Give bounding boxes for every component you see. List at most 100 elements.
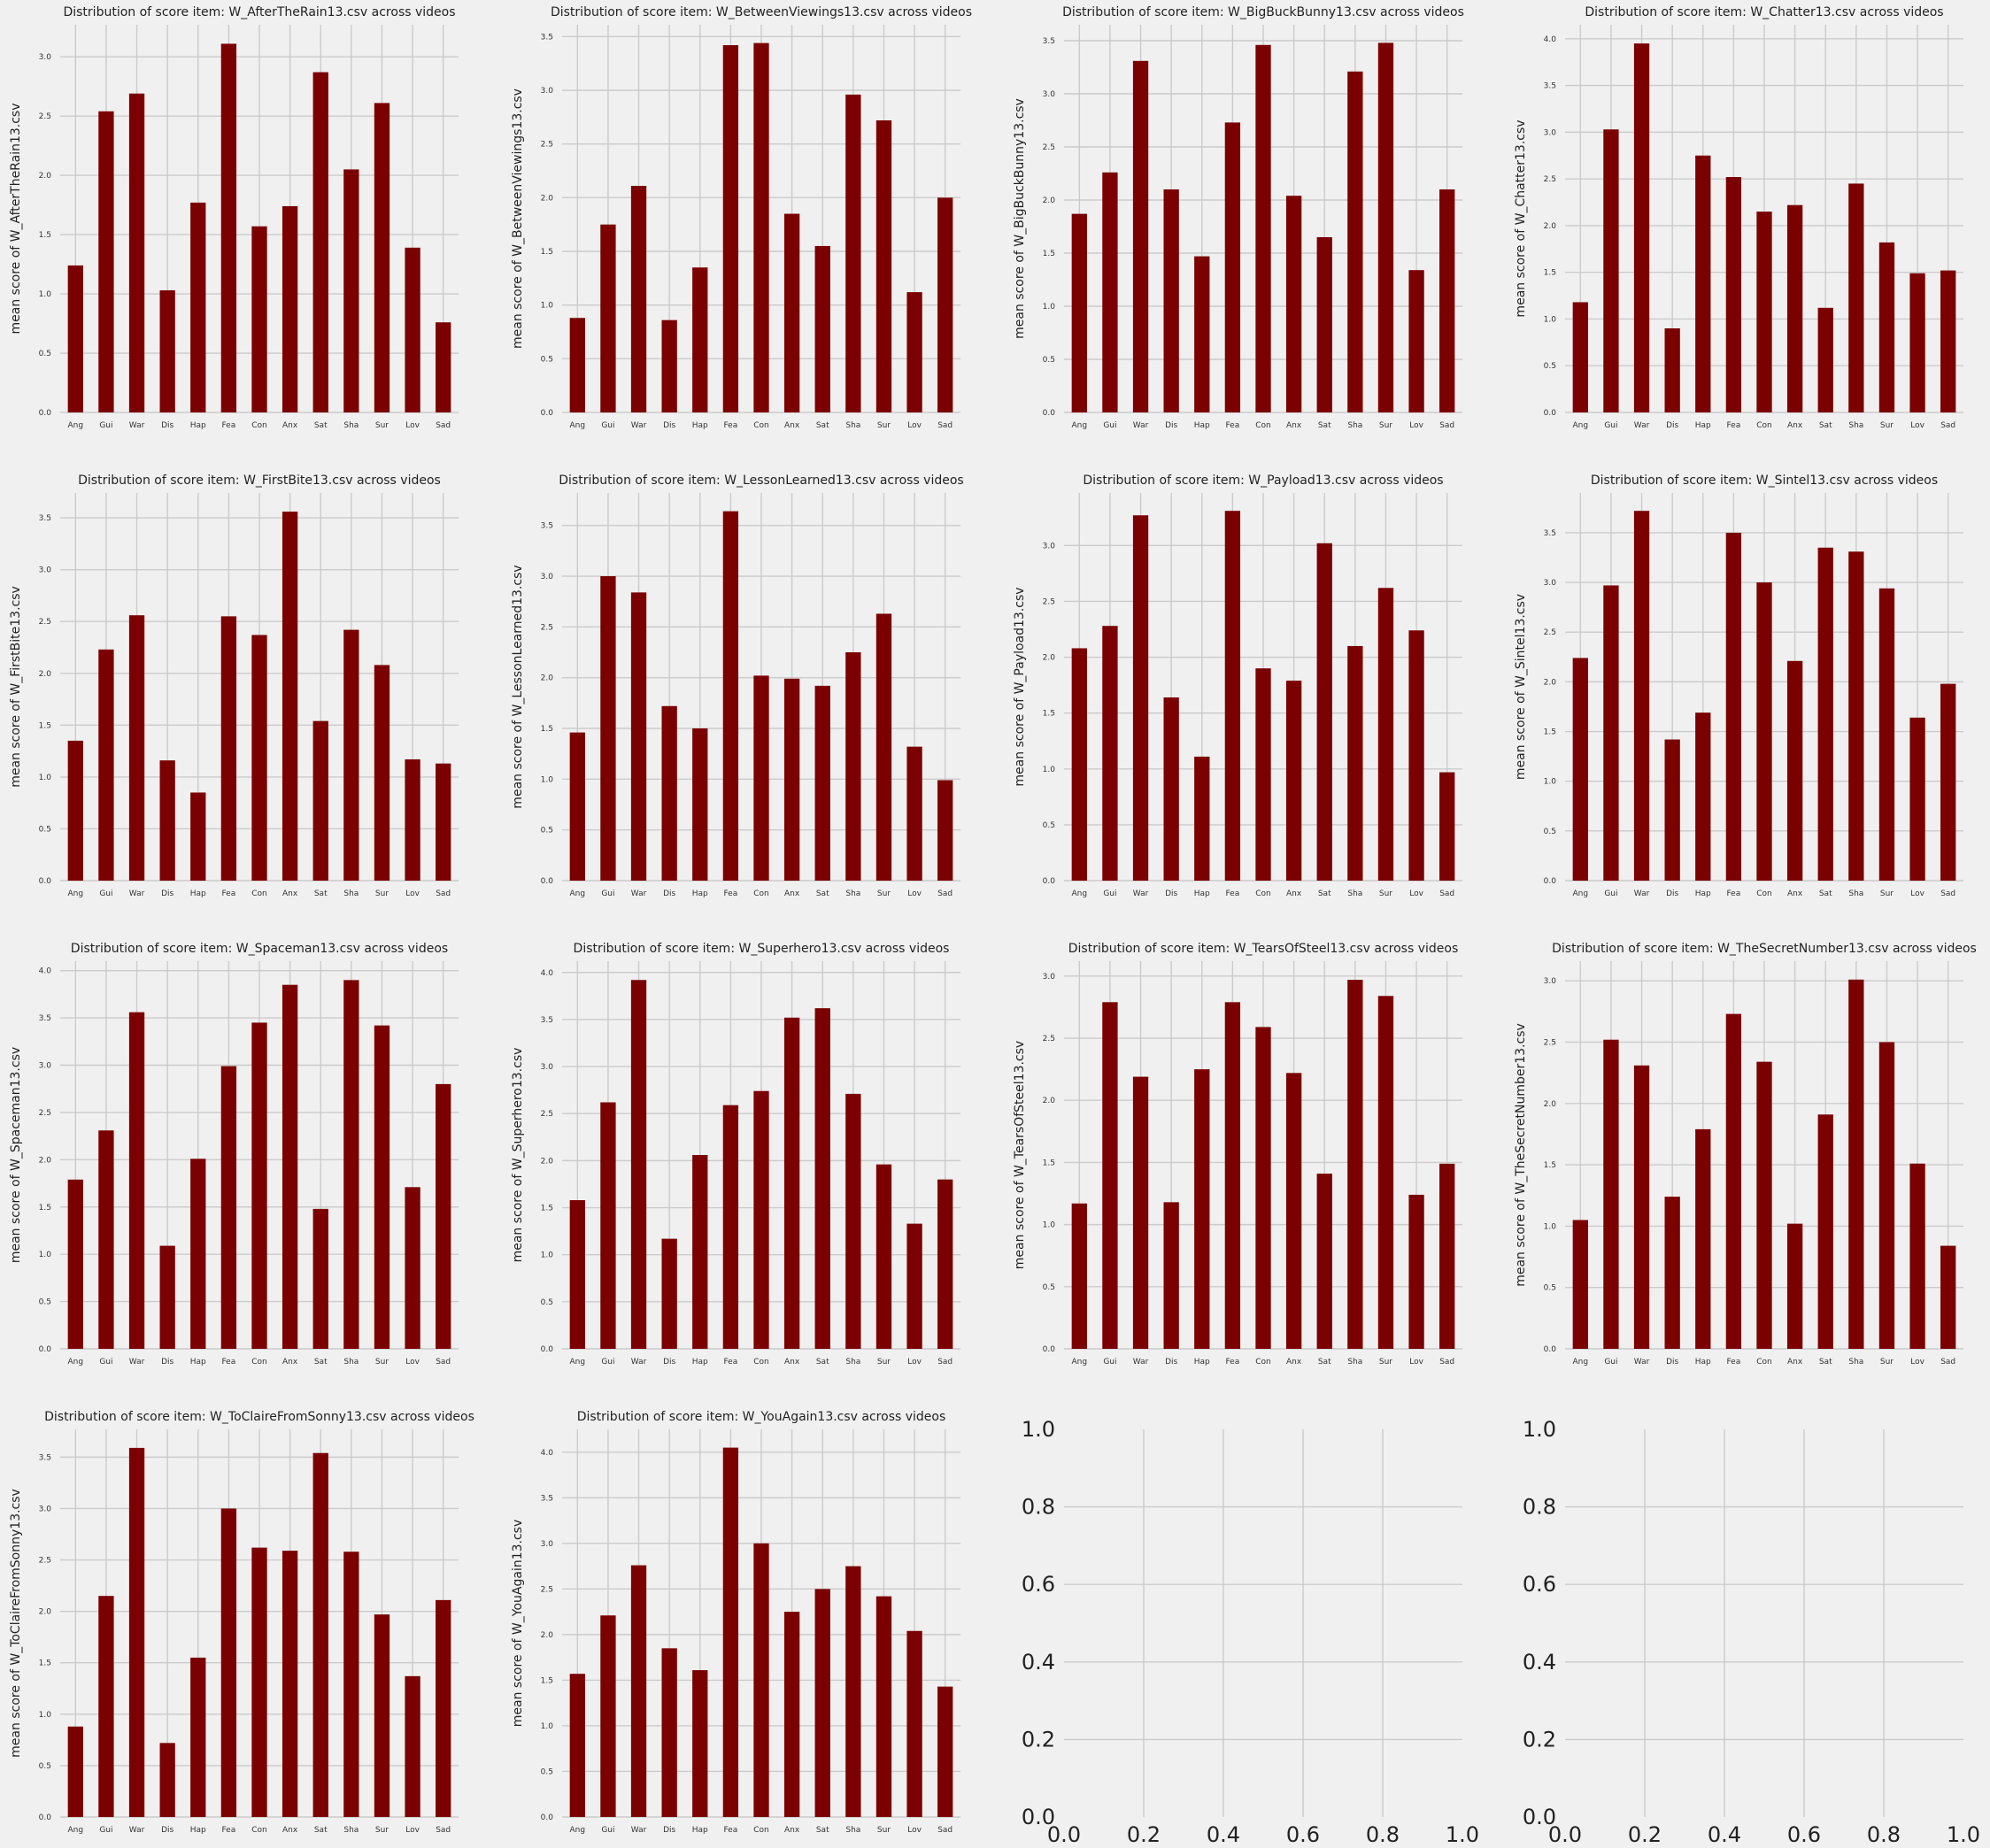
bar-gui	[98, 1130, 114, 1349]
x-tick-label: Hap	[190, 1358, 206, 1367]
y-tick-label: 3.5	[1043, 37, 1055, 46]
x-tick-label: Ang	[1573, 889, 1589, 898]
bar-ang	[67, 265, 83, 412]
y-tick-label: 1.0	[1523, 1417, 1556, 1442]
bar-hap	[692, 1670, 708, 1817]
bar-hap	[692, 267, 708, 412]
bar-hap	[190, 1657, 206, 1817]
bar-anx	[1285, 1073, 1302, 1349]
bar-sha	[845, 1093, 861, 1349]
bar-sat	[1817, 1114, 1833, 1349]
x-tick-label: Hap	[692, 1358, 708, 1367]
y-axis-label: mean score of W_ToClaireFromSonny13.csv	[9, 1489, 23, 1758]
y-axis-label: mean score of W_FirstBite13.csv	[9, 586, 23, 788]
y-tick-label: 2.5	[1544, 628, 1556, 637]
x-tick-label: Gui	[1604, 421, 1617, 430]
y-tick-label: 2.0	[541, 194, 554, 203]
bar-sur	[374, 1025, 390, 1349]
x-tick-label: Anx	[784, 889, 800, 898]
y-tick-label: 2.5	[541, 1585, 553, 1594]
chart-title: Distribution of score item: W_ToClaireFr…	[44, 1410, 474, 1424]
y-tick-label: 1.5	[1043, 710, 1055, 719]
bar-con	[753, 1090, 769, 1349]
bar-ang	[1572, 302, 1588, 412]
y-tick-label: 0.5	[1544, 362, 1556, 371]
x-tick-label: 0.8	[1366, 1822, 1400, 1847]
bar-dis	[159, 760, 175, 881]
x-tick-label: 0.4	[1207, 1822, 1240, 1847]
subplot-1: 0.0 0.5 1.0 1.5 2.0 2.5 3.0 Ang Gui War Dis Hap Fea C…	[9, 5, 459, 430]
y-tick-label: 0.0	[541, 1345, 554, 1354]
chart-title: Distribution of score item: W_Superhero1…	[574, 942, 950, 956]
x-tick-label: Sha	[1848, 421, 1863, 430]
bar-war	[128, 1447, 145, 1817]
bar-ang	[1071, 1203, 1087, 1349]
y-tick-label: 1.5	[1544, 728, 1556, 737]
chart-title: Distribution of score item: W_Chatter13.…	[1585, 5, 1943, 19]
y-tick-label: 1.0	[1022, 1417, 1055, 1442]
chart-title: Distribution of score item: W_BigBuckBun…	[1062, 5, 1464, 19]
x-tick-label: Gui	[99, 421, 112, 430]
x-tick-label: Sha	[845, 421, 860, 430]
bar-sat	[1316, 1174, 1332, 1349]
y-axis-label: mean score of W_TearsOfSteel13.csv	[1013, 1041, 1027, 1269]
y-tick-label: 3.0	[1544, 128, 1557, 137]
x-tick-label: War	[1634, 421, 1650, 430]
subplot-3: 0.0 0.5 1.0 1.5 2.0 2.5 3.0 3.5 Ang Gui War Dis Hap F…	[1013, 5, 1464, 430]
bar-lov	[1408, 630, 1424, 881]
y-tick-label: 2.0	[541, 674, 554, 683]
x-tick-label: Sha	[343, 1358, 359, 1367]
subplot-15: 0.0 0.2 0.4 0.6 0.8 1.0 0.0 0.2 0.4 0.6 0.8 1.0	[1022, 1417, 1479, 1847]
subplot-9: 0.0 0.5 1.0 1.5 2.0 2.5 3.0 3.5 4.0 Ang Gui War Dis H…	[9, 942, 459, 1367]
y-tick-label: 1.0	[1043, 766, 1056, 774]
x-tick-label: Lov	[405, 1826, 420, 1835]
bar-sur	[875, 1596, 892, 1817]
bar-fea	[1224, 122, 1241, 412]
y-tick-label: 1.5	[541, 248, 553, 257]
y-tick-label: 1.0	[39, 1251, 52, 1259]
y-tick-label: 1.5	[1043, 1159, 1055, 1167]
x-tick-label: War	[1133, 421, 1149, 430]
x-tick-label: Sat	[816, 1358, 829, 1367]
bar-gui	[600, 1102, 616, 1349]
bar-gui	[600, 576, 616, 881]
bar-war	[128, 93, 145, 412]
x-tick-label: War	[129, 889, 145, 898]
x-tick-label: Lov	[405, 889, 420, 898]
x-tick-label: Sad	[436, 889, 451, 898]
y-tick-label: 3.5	[541, 1016, 553, 1025]
y-tick-label: 1.5	[39, 721, 51, 730]
bar-anx	[1786, 660, 1803, 881]
x-tick-label: Fea	[724, 421, 738, 430]
y-tick-label: 1.0	[1043, 1221, 1056, 1230]
x-tick-label: War	[631, 1826, 647, 1835]
bar-dis	[1664, 1197, 1680, 1349]
x-tick-label: Con	[753, 421, 769, 430]
x-tick-label: Lov	[405, 421, 420, 430]
bar-hap	[692, 1155, 708, 1349]
x-tick-label: Sad	[1439, 1358, 1454, 1367]
bar-gui	[600, 224, 616, 412]
subplot-13: 0.0 0.5 1.0 1.5 2.0 2.5 3.0 3.5 Ang Gui War Dis Hap F…	[9, 1410, 474, 1835]
x-tick-label: Con	[753, 889, 769, 898]
x-tick-label: Sat	[1819, 889, 1832, 898]
x-tick-label: Gui	[1103, 1358, 1116, 1367]
bar-con	[1255, 668, 1271, 881]
y-tick-label: 2.0	[39, 1156, 52, 1165]
y-tick-label: 0.2	[1022, 1727, 1055, 1752]
bar-ang	[569, 1674, 585, 1817]
y-tick-label: 0.5	[39, 1762, 51, 1771]
y-axis-label: mean score of W_YouAgain13.csv	[511, 1520, 525, 1728]
bar-fea	[1725, 1013, 1742, 1349]
bar-anx	[282, 984, 298, 1349]
x-tick-label: Anx	[1787, 421, 1803, 430]
x-tick-label: Gui	[1103, 889, 1116, 898]
chart-title: Distribution of score item: W_AfterTheRa…	[63, 5, 455, 19]
y-tick-label: 1.0	[541, 775, 554, 784]
bar-anx	[783, 1017, 800, 1349]
y-axis-label: mean score of W_TheSecretNumber13.csv	[1514, 1023, 1528, 1287]
y-tick-label: 2.0	[1043, 1097, 1056, 1105]
bar-hap	[190, 1159, 206, 1349]
y-tick-label: 3.0	[39, 1505, 52, 1513]
y-tick-label: 0.5	[1544, 828, 1556, 836]
